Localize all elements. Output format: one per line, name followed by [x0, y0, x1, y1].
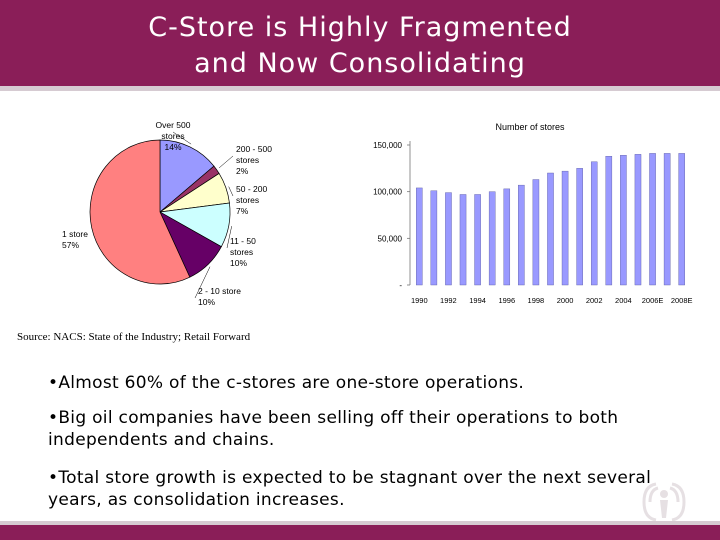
x-tick-label: 2000	[557, 296, 574, 305]
watermark-logo-icon	[642, 482, 686, 522]
x-tick-label: 1998	[528, 296, 545, 305]
bullet-1: •Almost 60% of the c-stores are one-stor…	[48, 373, 525, 393]
pie-leader-line	[228, 186, 234, 197]
bar	[416, 187, 423, 286]
y-tick-label: 50,000	[378, 234, 403, 243]
bar	[532, 179, 540, 286]
bar	[503, 188, 511, 286]
source-note: Source: NACS: State of the Industry; Ret…	[17, 331, 251, 343]
footer-bar	[0, 525, 720, 540]
pie-leader-line	[218, 155, 234, 169]
bar	[620, 155, 627, 286]
bar	[474, 194, 481, 286]
title-line-2: and Now Consolidating	[194, 48, 526, 79]
bar	[678, 153, 685, 286]
bar	[518, 184, 525, 286]
header-divider	[0, 86, 720, 91]
bar	[590, 161, 598, 286]
x-tick-label: 2006E	[642, 296, 664, 305]
x-tick-label: 2002	[586, 296, 603, 305]
pie-slice	[159, 139, 215, 213]
title-line-1: C-Store is Highly Fragmented	[148, 12, 572, 43]
x-tick-label: 2008E	[671, 296, 693, 305]
bar	[605, 156, 613, 286]
bullet-3: •Total store growth is expected to be st…	[48, 468, 652, 510]
bar	[634, 154, 642, 286]
header-bar: C-Store is Highly Fragmented and Now Con…	[0, 0, 720, 86]
bar	[576, 168, 583, 286]
y-tick-label: 100,000	[373, 188, 402, 197]
bar	[430, 190, 438, 286]
y-tick-label: -	[399, 281, 402, 290]
x-tick-label: 1992	[440, 296, 457, 305]
pie-slice-label: 2 - 10 store 10%	[198, 286, 241, 307]
pie-slice-label: Over 500 stores 14%	[156, 120, 191, 152]
x-tick-label: 2004	[615, 296, 632, 305]
bullet-2: •Big oil companies have been selling off…	[48, 408, 619, 450]
pie-leader-line	[226, 226, 232, 249]
bar	[547, 172, 554, 286]
pie-leader-line	[194, 266, 211, 299]
bar-chart: Number of stores - 50,000 100,000 150,000 199…	[373, 122, 693, 305]
pie-slice	[89, 139, 191, 285]
bar	[488, 191, 496, 286]
x-tick-label: 1990	[411, 296, 428, 305]
bar	[445, 192, 452, 286]
pie-slice-label: 200 - 500 stores 2%	[236, 144, 272, 176]
pie-slice-label: 1 store 57%	[62, 229, 88, 250]
pie-chart: Over 500 stores 14% 200 - 500 stores 2% 50 - 2…	[62, 120, 272, 307]
pie-slice-label: 50 - 200 stores 7%	[236, 184, 267, 216]
bar	[459, 194, 467, 286]
bar	[649, 153, 656, 286]
pie-slice-label: 11 - 50 stores 10%	[230, 236, 256, 268]
x-tick-label: 1996	[498, 296, 515, 305]
bar	[663, 153, 671, 286]
x-tick-label: 1994	[469, 296, 486, 305]
y-tick-label: 150,000	[373, 141, 402, 150]
bar-chart-title: Number of stores	[495, 122, 565, 132]
footer-divider	[0, 521, 720, 525]
bar	[561, 170, 569, 286]
pie-leader-line	[172, 131, 192, 145]
